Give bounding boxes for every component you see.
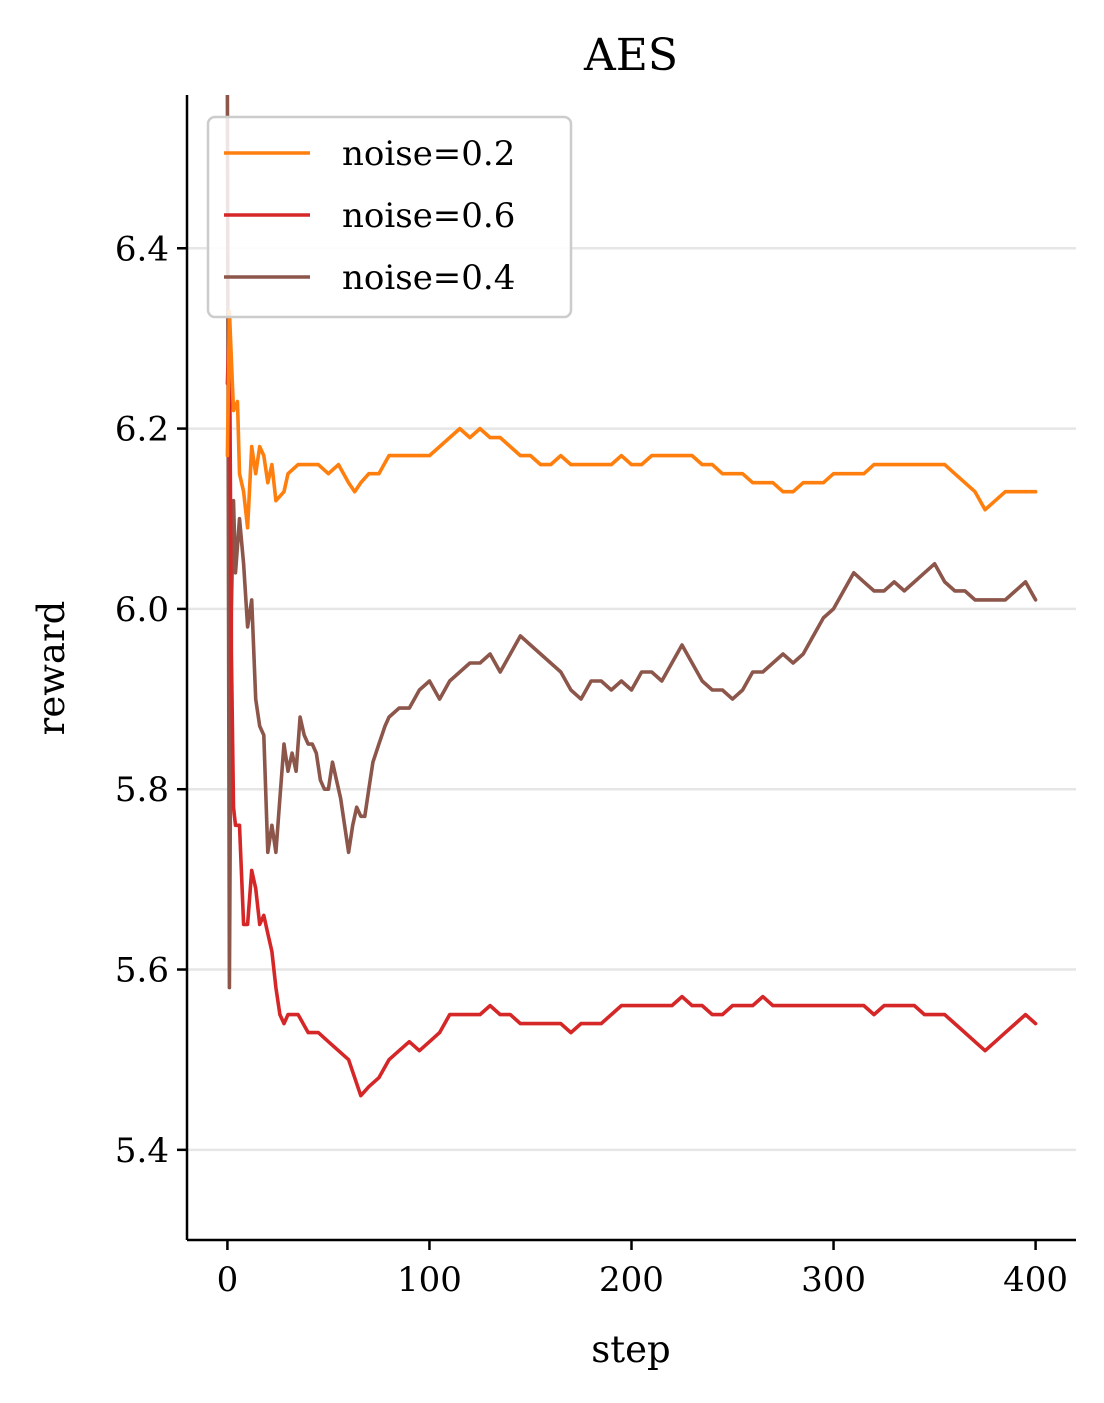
series-line-noise-0-4 [225, 95, 1038, 990]
legend-label: noise=0.4 [342, 258, 515, 298]
y-tick-label: 6.2 [115, 410, 169, 450]
x-tick-label: 0 [217, 1260, 239, 1300]
y-tick-label: 5.6 [115, 951, 169, 991]
x-tick-label: 300 [801, 1260, 866, 1300]
chart-title: AES [583, 30, 678, 81]
legend-label: noise=0.6 [342, 196, 515, 236]
x-tick-label: 100 [397, 1260, 462, 1300]
series-line-noise-0-2 [225, 309, 1038, 530]
legend: noise=0.2 noise=0.6 noise=0.4 [206, 115, 573, 319]
y-tick-label: 6.4 [115, 229, 169, 269]
series-lines [225, 95, 1038, 1098]
legend-frame [206, 115, 573, 319]
x-tick-label: 400 [1003, 1260, 1068, 1300]
x-ticks: 0 100 200 300 400 [217, 1240, 1068, 1300]
y-tick-label: 6.0 [115, 590, 169, 630]
y-axis-label: reward [30, 601, 73, 736]
y-tick-label: 5.4 [115, 1131, 169, 1171]
x-tick-label: 200 [599, 1260, 664, 1300]
series-line-noise-0-6 [225, 318, 1038, 1098]
y-ticks: 5.4 5.6 5.8 6.0 6.2 6.4 [115, 229, 187, 1171]
x-axis-label: step [591, 1328, 670, 1371]
y-tick-label: 5.8 [115, 770, 169, 810]
legend-label: noise=0.2 [342, 134, 515, 174]
